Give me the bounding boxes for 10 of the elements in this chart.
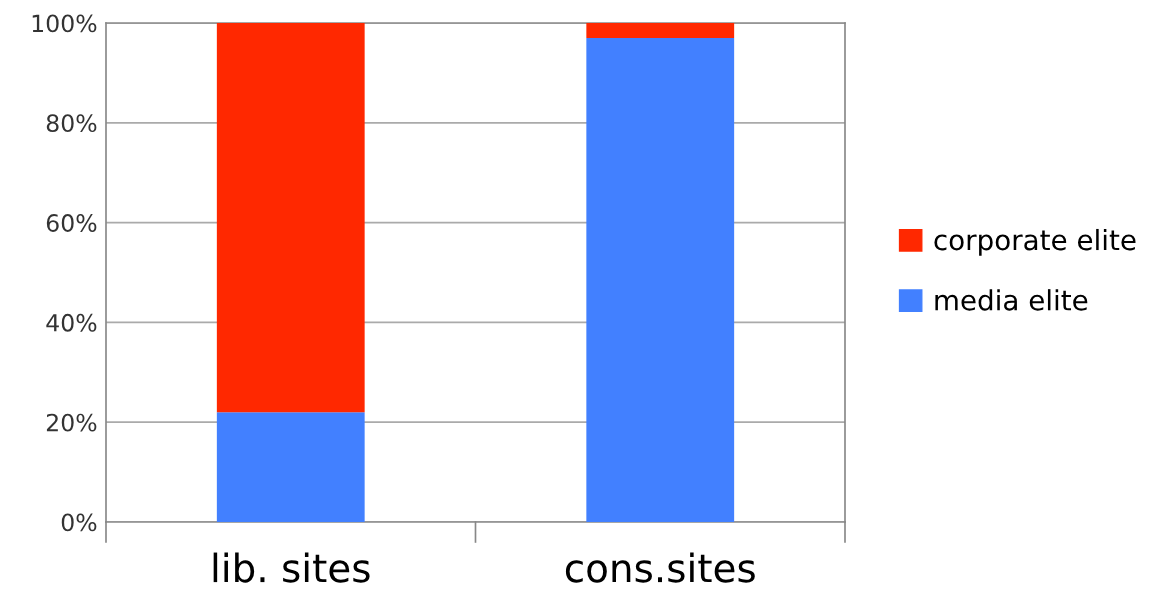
y-tick-label: 0% <box>61 513 97 532</box>
legend-label: media elite <box>935 289 1088 311</box>
y-tick-label: 40% <box>46 313 97 332</box>
y-tick-label: 100% <box>32 14 97 33</box>
x-tick-label: cons.sites <box>565 552 755 583</box>
y-tick-label: 80% <box>46 114 97 133</box>
legend-label: corporate elite <box>934 228 1136 256</box>
y-tick-label: 60% <box>46 214 97 232</box>
y-tick-label: 20% <box>46 413 97 432</box>
x-tick-label: lib. sites <box>213 552 370 583</box>
